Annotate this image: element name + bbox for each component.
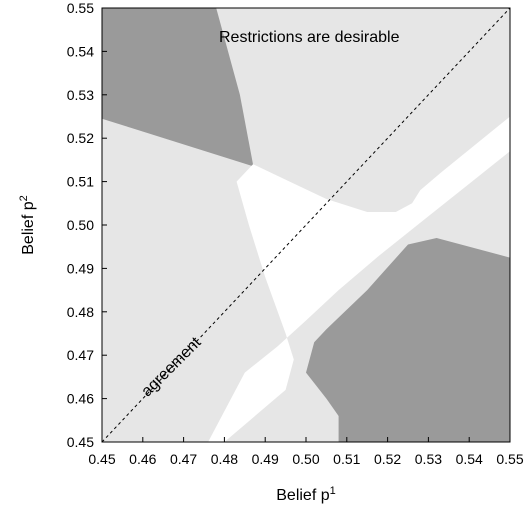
x-tick-label: 0.47 — [170, 451, 197, 467]
region-dark-0 — [102, 8, 254, 167]
y-tick-label: 0.53 — [67, 87, 94, 103]
x-axis-title-main: Belief p — [276, 487, 329, 504]
annotation-restrictions: Restrictions are desirable — [219, 29, 400, 46]
x-axis: 0.45 0.46 0.47 0.48 0.49 0.50 0.51 0.52 0.53 0.54… — [88, 437, 524, 467]
x-tick-label: 0.53 — [415, 451, 442, 467]
y-tick-label: 0.51 — [67, 174, 94, 190]
y-tick-label: 0.45 — [67, 434, 94, 450]
y-tick-label: 0.49 — [67, 260, 94, 276]
x-tick-label: 0.52 — [374, 451, 401, 467]
y-axis: 0.45 0.46 0.47 0.48 0.49 0.50 0.51 0.52 0.53 0.54… — [67, 0, 107, 450]
y-tick-label: 0.47 — [67, 347, 94, 363]
region-light-2 — [208, 116, 510, 442]
region-dark-1 — [306, 238, 510, 442]
x-axis-title: Belief p1 — [276, 485, 336, 504]
x-tick-label: 0.54 — [456, 451, 483, 467]
x-tick-label: 0.45 — [88, 451, 115, 467]
y-tick-label: 0.52 — [67, 130, 94, 146]
y-axis-title-main: Belief p — [20, 201, 37, 254]
x-tick-label: 0.48 — [211, 451, 238, 467]
y-tick-label: 0.50 — [67, 217, 94, 233]
y-tick-label: 0.55 — [67, 0, 94, 16]
y-tick-label: 0.54 — [67, 43, 94, 59]
x-tick-label: 0.50 — [292, 451, 319, 467]
x-tick-label: 0.46 — [129, 451, 156, 467]
x-axis-title-sup: 1 — [330, 485, 336, 497]
y-axis-title-sup: 2 — [18, 195, 30, 201]
x-tick-label: 0.51 — [333, 451, 360, 467]
x-tick-label: 0.49 — [252, 451, 279, 467]
x-tick-label: 0.55 — [496, 451, 523, 467]
y-tick-label: 0.46 — [67, 391, 94, 407]
y-tick-label: 0.48 — [67, 304, 94, 320]
y-axis-title: Belief p2 — [18, 195, 37, 255]
regions-layer — [102, 8, 510, 442]
